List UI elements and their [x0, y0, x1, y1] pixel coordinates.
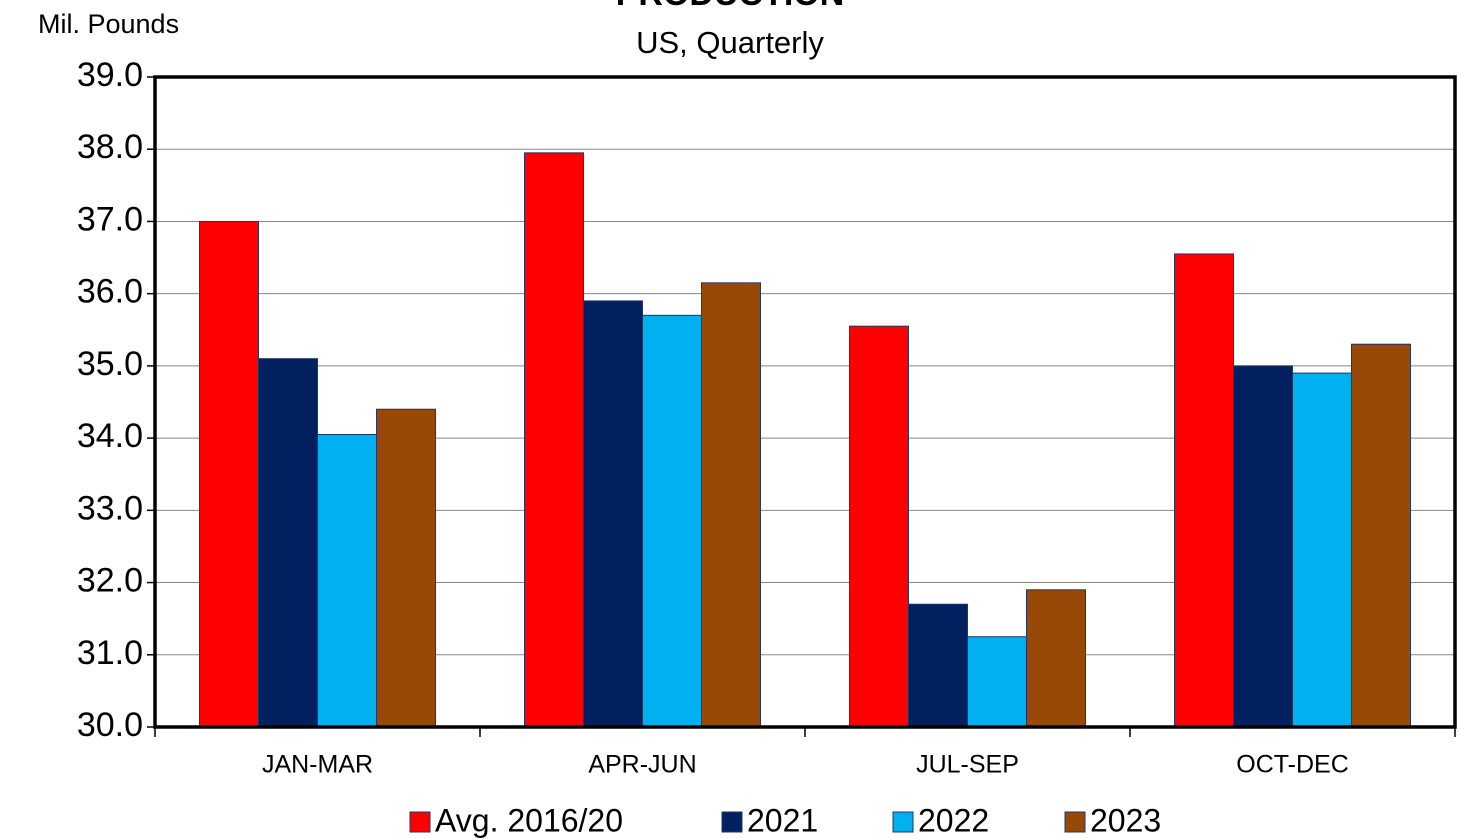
bar — [849, 325, 909, 728]
plot-border — [153, 75, 1457, 729]
y-tick-label: 39.0 — [77, 56, 143, 94]
y-tick-label: 37.0 — [77, 200, 143, 238]
bar — [258, 358, 318, 728]
bar — [908, 603, 968, 728]
bar — [583, 300, 643, 728]
chart-title: PRODUCTION — [616, 0, 845, 13]
y-tick-label: 30.0 — [77, 706, 143, 744]
legend-label: 2023 — [1090, 802, 1161, 838]
y-tick-label: 32.0 — [77, 562, 143, 600]
legend-label: 2022 — [918, 802, 989, 838]
bar — [701, 282, 761, 728]
y-axis-label: Mil. Pounds — [38, 9, 179, 39]
bar — [1292, 372, 1352, 728]
chart-subtitle: US, Quarterly — [636, 25, 824, 60]
legend-swatch — [721, 811, 743, 833]
bar — [524, 152, 584, 728]
x-tick-label: OCT-DEC — [1236, 751, 1349, 779]
bar — [1233, 365, 1293, 728]
legend-label: 2021 — [747, 802, 818, 838]
legend-swatch — [892, 811, 914, 833]
y-tick-label: 34.0 — [77, 417, 143, 455]
y-tick-label: 38.0 — [77, 128, 143, 166]
x-tick-label: JUL-SEP — [916, 751, 1019, 779]
y-tick-label: 31.0 — [77, 634, 143, 672]
bar — [199, 220, 259, 728]
x-tick-label: APR-JUN — [588, 751, 696, 779]
legend-label: Avg. 2016/20 — [435, 802, 623, 838]
bar — [1026, 589, 1086, 728]
y-tick-label: 36.0 — [77, 273, 143, 311]
bar — [967, 636, 1027, 728]
y-tick-label: 33.0 — [77, 489, 143, 527]
bar — [376, 408, 436, 728]
bar — [317, 434, 377, 728]
x-tick-label: JAN-MAR — [262, 751, 373, 779]
y-tick-label: 35.0 — [77, 345, 143, 383]
legend-swatch — [1064, 811, 1086, 833]
bar — [642, 314, 702, 728]
bar — [1174, 253, 1234, 728]
legend-swatch — [409, 811, 431, 833]
bar — [1351, 343, 1411, 728]
